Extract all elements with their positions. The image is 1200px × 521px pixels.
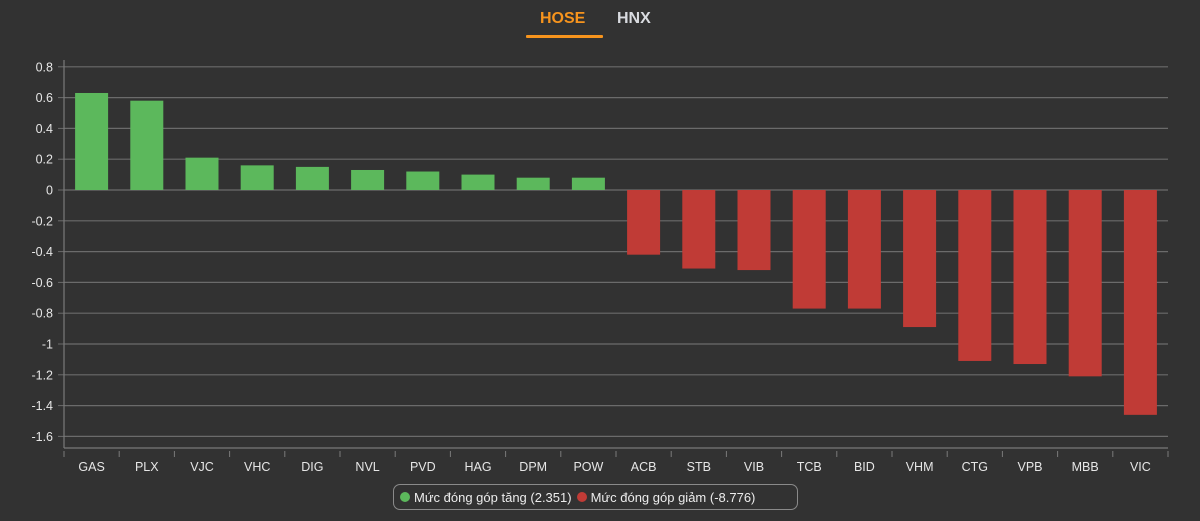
- x-tick-label: DIG: [301, 460, 323, 474]
- x-tick-label: ACB: [631, 460, 657, 474]
- bar-dpm[interactable]: [516, 177, 550, 190]
- x-tick-label: PLX: [135, 460, 159, 474]
- legend-item-decrease[interactable]: Mức đóng góp giảm (-8.776): [576, 489, 756, 505]
- bar-pow[interactable]: [571, 177, 605, 190]
- bar-acb[interactable]: [627, 190, 661, 255]
- x-tick-label: CTG: [962, 460, 988, 474]
- bar-pvd[interactable]: [406, 171, 440, 190]
- bar-hag[interactable]: [461, 174, 495, 190]
- bar-plx[interactable]: [130, 100, 164, 190]
- x-tick-label: VIC: [1130, 460, 1151, 474]
- y-tick-label: -1.6: [31, 430, 53, 444]
- tab-hnx[interactable]: HNX: [617, 10, 651, 27]
- y-tick-label: 0.4: [36, 122, 53, 136]
- bar-tcb[interactable]: [792, 190, 826, 309]
- x-tick-label: VJC: [190, 460, 214, 474]
- bar-nvl[interactable]: [351, 169, 385, 190]
- bar-dig[interactable]: [295, 166, 329, 190]
- chart-bars: [75, 92, 1157, 415]
- bar-mbb[interactable]: [1068, 190, 1102, 377]
- bar-ctg[interactable]: [958, 190, 992, 361]
- bar-vhm[interactable]: [903, 190, 937, 328]
- bar-gas[interactable]: [75, 92, 109, 190]
- y-tick-label: 0.8: [36, 60, 53, 74]
- x-tick-label: VHM: [906, 460, 934, 474]
- exchange-tabs: HOSE HNX: [0, 0, 1200, 40]
- tab-hose[interactable]: HOSE: [540, 10, 586, 27]
- x-tick-label: MBB: [1072, 460, 1099, 474]
- contribution-bar-chart: GAS PLX VJC VHC DIG NVL PVD HAG DPM POW ACB STB VIB T…: [31, 60, 1169, 474]
- bar-vjc[interactable]: [185, 157, 219, 190]
- y-tick-label: 0: [46, 184, 53, 198]
- x-tick-label: GAS: [78, 460, 104, 474]
- y-tick-label: -1.4: [31, 399, 53, 413]
- y-tick-label: -0.8: [31, 307, 53, 321]
- x-tick-label: TCB: [797, 460, 822, 474]
- legend-decrease-label: Mức đóng góp giảm (-8.776): [590, 489, 756, 505]
- x-tick-label: VIB: [744, 460, 764, 474]
- y-tick-label: -1: [42, 338, 53, 352]
- y-axis: 0.8 0.6 0.4 0.2 0 -0.2 -0.4 -0.6 -0.8 -1 -1.2 -1.4 -…: [31, 60, 65, 448]
- bar-stb[interactable]: [682, 190, 716, 269]
- y-tick-label: -1.2: [31, 368, 53, 382]
- x-tick-label: NVL: [355, 460, 379, 474]
- x-tick-label: POW: [573, 460, 603, 474]
- bar-bid[interactable]: [847, 190, 881, 309]
- x-tick-label: PVD: [410, 460, 436, 474]
- x-tick-label: VPB: [1017, 460, 1042, 474]
- y-tick-label: 0.6: [36, 91, 53, 105]
- increase-dot-icon: [400, 492, 410, 502]
- y-tick-label: -0.6: [31, 276, 53, 290]
- legend-item-increase[interactable]: Mức đóng góp tăng (2.351): [400, 490, 572, 505]
- x-axis: GAS PLX VJC VHC DIG NVL PVD HAG DPM POW ACB STB VIB T…: [63, 447, 1169, 474]
- x-tick-label: BID: [854, 460, 875, 474]
- bar-vhc[interactable]: [240, 165, 274, 190]
- bar-vpb[interactable]: [1013, 190, 1047, 365]
- decrease-dot-icon: [576, 492, 587, 502]
- chart-grid: [64, 66, 1168, 437]
- legend-increase-label: Mức đóng góp tăng (2.351): [414, 489, 572, 505]
- x-tick-label: STB: [687, 460, 711, 474]
- y-tick-label: 0.2: [36, 153, 53, 167]
- x-tick-label: HAG: [464, 460, 491, 474]
- x-tick-label: VHC: [244, 460, 270, 474]
- bar-vib[interactable]: [737, 190, 771, 271]
- chart-legend: Mức đóng góp tăng (2.351) Mức đóng góp g…: [393, 484, 798, 510]
- x-tick-label: DPM: [519, 460, 547, 474]
- bar-vic[interactable]: [1123, 190, 1157, 415]
- y-tick-label: -0.2: [31, 214, 53, 228]
- active-tab-indicator: [526, 35, 603, 38]
- y-tick-label: -0.4: [31, 245, 53, 259]
